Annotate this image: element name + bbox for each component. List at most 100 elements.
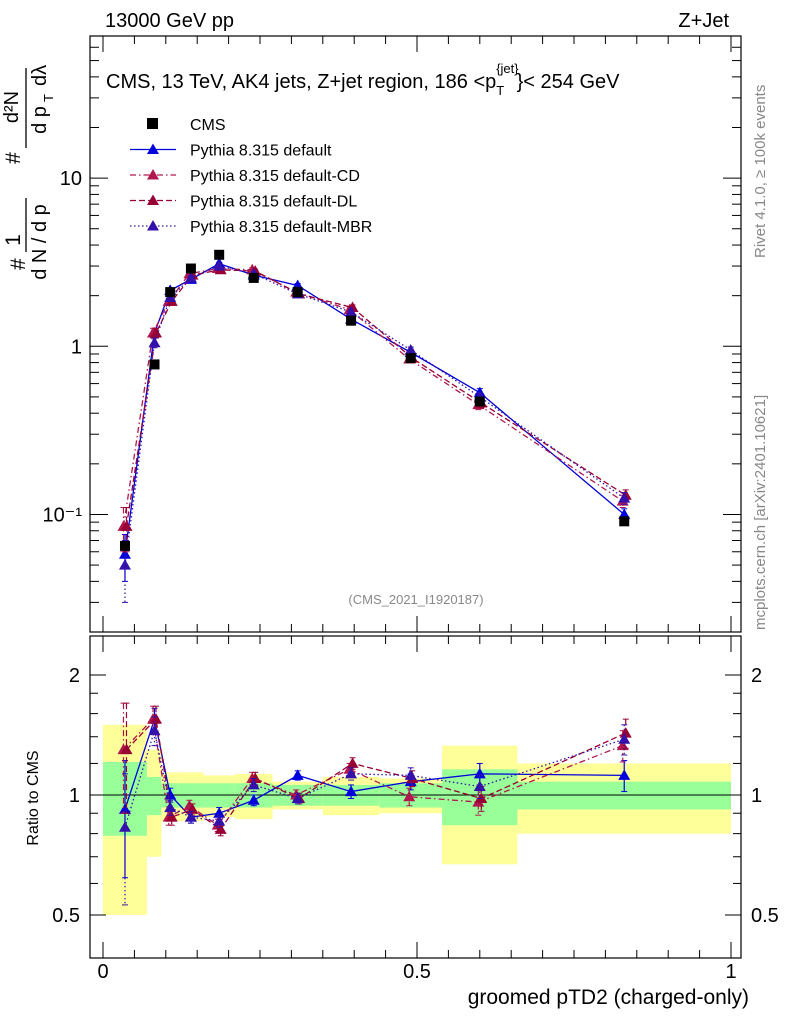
ratio-marker-3 <box>473 780 486 792</box>
ratio-marker-0 <box>291 769 304 780</box>
ylabel-num1: 1 <box>2 234 25 246</box>
ratio-ytick-label: 2 <box>69 665 80 687</box>
ratio-ytick-label-right: 0.5 <box>751 905 779 927</box>
ylabel-sub: T <box>41 94 56 102</box>
ylabel-tail: dλ <box>29 65 51 86</box>
ratio-frame <box>89 635 742 959</box>
ratio-marker-3 <box>164 801 177 813</box>
series-layer <box>117 249 632 906</box>
main-marker-2 <box>149 326 162 338</box>
ratio-marker-0 <box>247 794 260 805</box>
ratio-marker-3 <box>345 767 358 779</box>
ratio-marker-3 <box>404 769 417 780</box>
main-marker-3 <box>345 305 358 317</box>
ratio-marker-2 <box>249 772 262 783</box>
ylabel-main: # 1 d N / d p # d²N d p T dλ <box>1 65 56 280</box>
main-marker-3 <box>184 271 197 283</box>
data-point <box>149 359 160 370</box>
main-series-line-3 <box>124 265 625 566</box>
ratio-ytick-label-right: 2 <box>751 665 762 687</box>
main-marker-3 <box>148 336 161 348</box>
uncertainty-bands <box>103 724 731 915</box>
ratio-marker-2 <box>165 811 178 822</box>
ylabel-num2: d²N <box>1 91 23 123</box>
data-point <box>619 516 630 527</box>
main-ytick-label: 10⁻¹ <box>43 504 83 526</box>
ratio-ytick-label: 0.5 <box>52 905 80 927</box>
ratio-ytick-label-right: 1 <box>751 785 762 807</box>
ylabel-den2: d p <box>29 106 51 134</box>
main-series-line-0 <box>124 262 625 555</box>
xtick-label: 0 <box>97 961 108 983</box>
data-point <box>346 315 357 326</box>
data-point <box>119 540 130 551</box>
legend-marker-data <box>147 118 158 129</box>
ylabel-hash1: # <box>7 258 30 270</box>
ylabel-hash2: # <box>2 152 25 164</box>
data-point <box>248 272 259 283</box>
ylabel-den1: d N / d p <box>29 204 51 280</box>
legend-label: CMS <box>190 117 226 134</box>
plot-title-tail: }< 254 GeV <box>517 71 621 93</box>
main-marker-3 <box>404 344 417 355</box>
axes-frames: 10 1 10⁻¹ 0 0.5 1 2 2 1 1 0.5 0.5 <box>43 35 779 983</box>
data-point <box>185 263 196 274</box>
ratio-marker-2 <box>475 792 488 803</box>
analysis-id: (CMS_2021_I1920187) <box>348 592 483 607</box>
plot-title-sup: {jet} <box>496 61 519 76</box>
ratio-marker-0 <box>118 803 131 814</box>
ratio-marker-3 <box>184 811 197 822</box>
data-point <box>214 249 225 260</box>
legend-label: Pythia 8.315 default-CD <box>190 168 360 185</box>
ratio-marker-2 <box>149 713 162 724</box>
data-point <box>292 287 303 298</box>
legend-marker <box>147 194 159 205</box>
main-frame <box>89 35 742 633</box>
ratio-marker-2 <box>346 757 359 768</box>
main-marker-3 <box>213 260 226 271</box>
legend-marker <box>147 143 159 154</box>
data-point <box>165 287 176 298</box>
main-marker-3 <box>118 559 131 570</box>
ylabel-ratio: Ratio to CMS <box>25 750 42 845</box>
legend-marker <box>147 220 159 231</box>
legend: CMS Pythia 8.315 default Pythia 8.315 defa… <box>130 117 372 236</box>
xtick-label: 0.5 <box>403 961 431 983</box>
legend-marker <box>147 169 159 180</box>
ratio-marker-2 <box>619 727 632 738</box>
ratio-marker-3 <box>118 821 131 832</box>
main-ytick-label: 10 <box>60 168 82 190</box>
header-right: Z+Jet <box>678 10 729 32</box>
band-inner-bin-1 <box>146 776 162 816</box>
ratio-ytick-label: 1 <box>69 785 80 807</box>
plot-title-sub: T <box>496 83 504 98</box>
main-series-line-2 <box>125 269 627 527</box>
ratio-marker-1 <box>403 790 416 802</box>
main-marker-0 <box>618 508 631 519</box>
ratio-marker-0 <box>164 789 177 800</box>
ratio-marker-2 <box>214 823 227 834</box>
xtick-label: 1 <box>725 961 736 983</box>
ratio-marker-0 <box>345 785 358 797</box>
rivet-version: Rivet 4.1.0, ≥ 100k events <box>752 85 769 258</box>
mcplots-credit: mcplots.cern.ch [arXiv:2401.10621] <box>752 395 769 630</box>
data-point <box>474 396 485 407</box>
ratio-marker-3 <box>213 815 226 826</box>
plot-title: CMS, 13 TeV, AK4 jets, Z+jet region, 186… <box>106 61 620 98</box>
ratio-series-line-2 <box>126 717 627 831</box>
main-ytick-label: 1 <box>71 336 82 358</box>
legend-label: Pythia 8.315 default-MBR <box>190 219 372 236</box>
legend-label: Pythia 8.315 default <box>190 143 332 160</box>
data-point <box>405 353 416 364</box>
xlabel: groomed pTD2 (charged-only) <box>468 986 749 1009</box>
main-series-line-1 <box>122 267 624 527</box>
main-marker-3 <box>618 492 631 503</box>
ratio-marker-0 <box>618 769 631 780</box>
ratio-marker-3 <box>247 778 260 790</box>
header-left: 13000 GeV pp <box>105 10 234 32</box>
plot-title-main: CMS, 13 TeV, AK4 jets, Z+jet region, 186… <box>106 71 496 93</box>
ratio-marker-2 <box>120 743 133 755</box>
ratio-marker-3 <box>618 733 631 744</box>
ratio-marker-3 <box>148 724 161 736</box>
